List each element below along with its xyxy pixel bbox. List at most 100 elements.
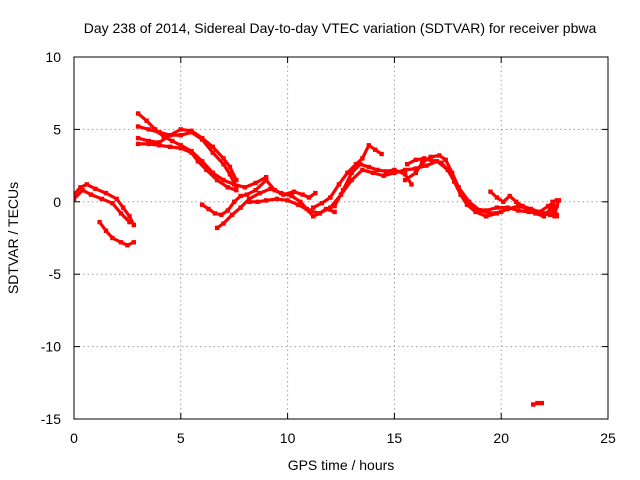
- data-point: [402, 167, 408, 173]
- data-point: [464, 202, 470, 207]
- data-point: [285, 198, 290, 203]
- data-point: [131, 240, 136, 245]
- data-point: [422, 156, 427, 161]
- y-tick-label: 5: [53, 121, 61, 137]
- data-point: [88, 192, 94, 197]
- data-point: [420, 160, 425, 165]
- data-point: [74, 196, 77, 202]
- data-point: [507, 193, 512, 199]
- data-point: [556, 198, 562, 203]
- data-point: [268, 186, 273, 191]
- series-track-15: [488, 190, 559, 214]
- data-point: [458, 192, 463, 197]
- data-point: [319, 201, 324, 206]
- data-point: [225, 208, 230, 213]
- data-point: [428, 154, 433, 160]
- data-point: [366, 164, 371, 170]
- series-track-8: [200, 178, 317, 217]
- data-point: [110, 201, 115, 206]
- data-point: [210, 170, 215, 175]
- y-tick-label: -15: [41, 411, 61, 427]
- data-point: [296, 202, 301, 207]
- data-point: [328, 205, 333, 210]
- data-point: [210, 150, 215, 155]
- data-point: [306, 195, 312, 200]
- data-point: [253, 188, 258, 193]
- data-point: [289, 193, 295, 199]
- data-point: [178, 127, 183, 132]
- data-point: [349, 177, 354, 183]
- data-point: [336, 182, 342, 187]
- data-point: [120, 205, 126, 210]
- data-point: [167, 133, 173, 138]
- x-tick-label: 15: [387, 430, 403, 446]
- data-point: [247, 199, 252, 204]
- data-point: [161, 134, 166, 139]
- data-point: [445, 167, 450, 173]
- data-point: [255, 199, 260, 204]
- x-tick-label: 25: [600, 430, 616, 446]
- y-tick-label: 0: [53, 194, 61, 210]
- data-point: [402, 177, 408, 183]
- data-point: [366, 143, 371, 148]
- data-point: [488, 211, 493, 216]
- data-point: [125, 243, 130, 248]
- data-point: [204, 167, 209, 173]
- data-point: [345, 170, 350, 175]
- y-tick-label: -5: [49, 266, 62, 282]
- data-point: [229, 212, 235, 217]
- data-point: [537, 209, 542, 215]
- data-point: [93, 186, 98, 191]
- data-point: [214, 177, 220, 183]
- data-point: [234, 185, 239, 190]
- data-point: [210, 144, 215, 149]
- data-point: [392, 170, 397, 175]
- data-point: [392, 167, 397, 173]
- data-point: [488, 189, 493, 194]
- data-point: [548, 212, 553, 217]
- data-point: [135, 111, 141, 116]
- data-point: [234, 177, 239, 183]
- data-point: [221, 162, 226, 167]
- data-point: [127, 219, 132, 225]
- data-point: [135, 135, 141, 141]
- data-point: [244, 192, 250, 197]
- x-tick-label: 0: [70, 430, 78, 446]
- y-tick-labels: -15 -10 -5 0 5 10: [41, 49, 61, 427]
- data-point: [413, 157, 418, 162]
- data-point: [409, 182, 414, 187]
- data-point: [219, 212, 224, 217]
- x-axis-label: GPS time / hours: [288, 457, 395, 473]
- data-point: [291, 189, 297, 194]
- data-point: [127, 214, 132, 219]
- data-point: [550, 199, 555, 204]
- data-point: [524, 208, 529, 213]
- data-point: [238, 205, 243, 210]
- data-point: [189, 128, 194, 133]
- y-axis-label: SDTVAR / TECUs: [5, 182, 21, 294]
- data-point: [227, 164, 233, 170]
- data-point: [424, 163, 429, 168]
- data-point: [535, 400, 540, 406]
- data-point: [317, 211, 322, 216]
- data-point: [311, 205, 316, 210]
- series-track-11: [311, 143, 384, 210]
- data-point: [131, 222, 136, 228]
- data-point: [300, 192, 305, 197]
- data-point: [153, 127, 158, 132]
- x-tick-label: 5: [177, 430, 185, 446]
- data-point: [97, 219, 102, 225]
- data-point: [227, 172, 233, 177]
- data-point: [554, 203, 559, 209]
- data-point: [221, 156, 226, 161]
- data-point: [494, 205, 500, 210]
- data-point: [146, 127, 151, 132]
- data-point: [110, 235, 115, 241]
- data-point: [135, 124, 141, 129]
- data-point: [484, 208, 489, 213]
- data-point: [473, 209, 478, 215]
- data-point: [253, 180, 258, 186]
- data-point: [118, 240, 124, 245]
- axis-ticks: [73, 56, 609, 420]
- data-point: [247, 196, 252, 202]
